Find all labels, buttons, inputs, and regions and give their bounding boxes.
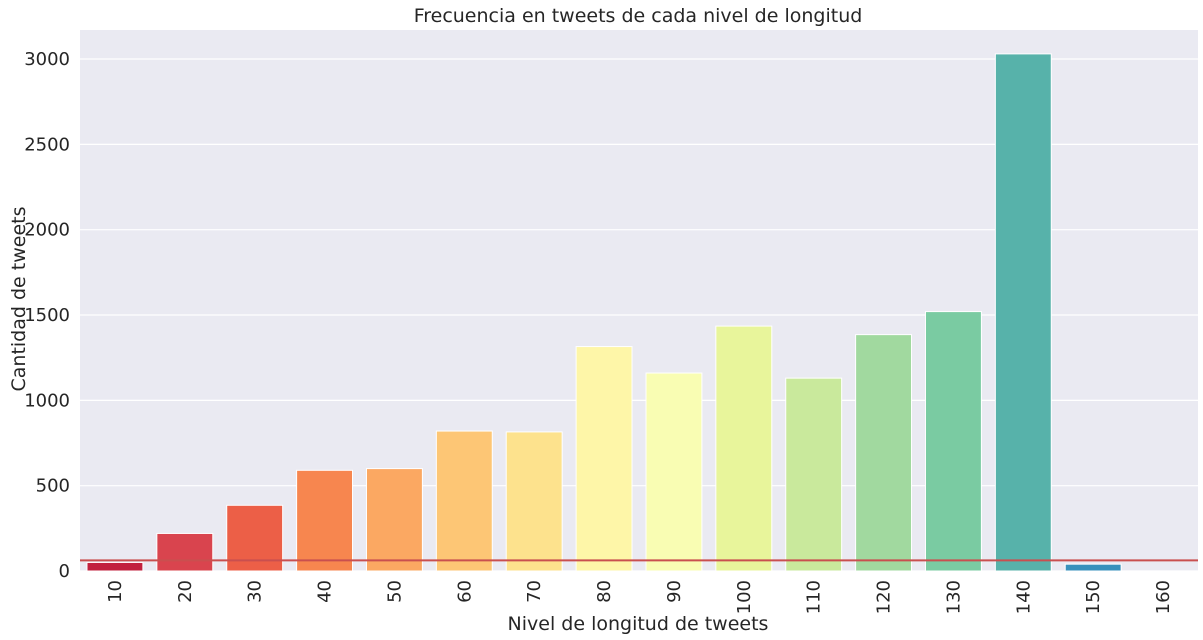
x-axis-label: Nivel de longitud de tweets (508, 613, 769, 635)
chart-title: Frecuencia en tweets de cada nivel de lo… (414, 5, 863, 27)
x-tick-label: 20 (175, 580, 196, 603)
bars (86, 53, 1122, 572)
x-axis-ticks: 10 20 30 40 50 60 70 80 90 100 110 120 130 140 150 160 (105, 580, 1174, 614)
x-tick-label: 40 (315, 580, 336, 603)
y-tick-label: 3000 (24, 49, 70, 70)
y-tick-label: 2000 (24, 220, 70, 241)
x-tick-label: 90 (664, 580, 685, 603)
bar-80 (575, 346, 633, 572)
x-tick-label: 50 (384, 580, 405, 603)
y-axis-label: Cantidad de tweets (8, 207, 30, 392)
y-tick-label: 1000 (24, 390, 70, 411)
y-tick-label: 0 (59, 561, 70, 582)
y-axis-ticks: 0 500 1000 1500 2000 2500 3000 (24, 49, 70, 582)
x-tick-label: 30 (245, 580, 266, 603)
x-tick-label: 120 (874, 580, 895, 614)
bar-90 (645, 372, 703, 572)
bar-40 (296, 469, 354, 572)
x-tick-label: 100 (734, 580, 755, 614)
bar-20 (156, 532, 214, 572)
x-tick-label: 160 (1153, 580, 1174, 614)
bar-100 (715, 325, 773, 572)
bar-150 (1064, 563, 1122, 572)
x-tick-label: 110 (804, 580, 825, 614)
bar-70 (505, 431, 563, 572)
x-tick-label: 80 (594, 580, 615, 603)
bar-120 (855, 334, 913, 572)
y-tick-label: 2500 (24, 134, 70, 155)
x-tick-label: 10 (105, 580, 126, 603)
bar-10 (86, 561, 144, 572)
x-tick-label: 140 (1013, 580, 1034, 614)
x-tick-label: 130 (943, 580, 964, 614)
bar-50 (365, 468, 423, 572)
x-tick-label: 60 (454, 580, 475, 603)
bar-110 (785, 377, 843, 572)
bar-140 (994, 53, 1052, 572)
bar-60 (435, 430, 493, 572)
bar-130 (924, 311, 982, 572)
x-tick-label: 70 (524, 580, 545, 603)
y-tick-label: 500 (36, 476, 70, 497)
y-tick-label: 1500 (24, 305, 70, 326)
x-tick-label: 150 (1083, 580, 1104, 614)
